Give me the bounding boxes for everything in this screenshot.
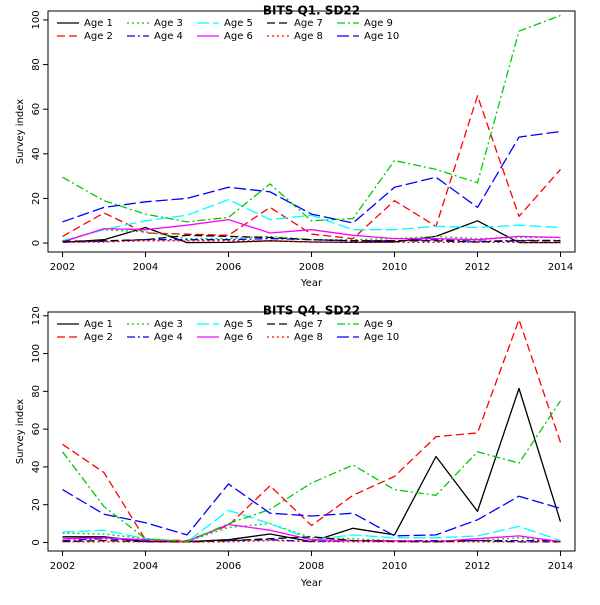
- x-tick-label: 2008: [299, 262, 324, 273]
- legend-label-age-8: Age 8: [294, 31, 323, 42]
- legend-label-age-7: Age 7: [294, 319, 323, 330]
- x-tick-label: 2012: [465, 561, 490, 572]
- series-line-age-6: [62, 218, 561, 243]
- legend-label-age-4: Age 4: [154, 332, 183, 343]
- y-axis-label: Survey index: [15, 99, 26, 164]
- legend-label-age-2: Age 2: [84, 31, 113, 42]
- series-line-age-2: [62, 318, 562, 542]
- series-line-age-10: [62, 483, 561, 537]
- series-line-age-2: [62, 95, 561, 240]
- legend-label-age-6: Age 6: [224, 31, 253, 42]
- legend-label-age-9: Age 9: [364, 18, 393, 29]
- series-line-age-8: [62, 539, 561, 543]
- legend-label-age-8: Age 8: [294, 332, 323, 343]
- x-tick-label: 2014: [548, 262, 573, 273]
- y-tick-label: 0: [31, 539, 42, 545]
- series-line-age-9: [62, 14, 561, 223]
- legend-label-age-6: Age 6: [224, 332, 253, 343]
- x-axis-label: Year: [300, 278, 323, 289]
- plot-frame: [47, 311, 576, 552]
- legend-label-age-2: Age 2: [84, 332, 113, 343]
- y-tick-label: 40: [31, 147, 42, 160]
- series-line-age-7: [62, 536, 561, 543]
- y-tick-label: 20: [31, 498, 42, 511]
- y-axis-label: Survey index: [15, 399, 26, 464]
- x-tick-label: 2014: [548, 561, 573, 572]
- legend-label-age-10: Age 10: [364, 31, 399, 42]
- y-tick-label: 60: [31, 423, 42, 436]
- y-tick-label: 100: [31, 344, 42, 363]
- series-line-age-4: [62, 538, 561, 543]
- x-tick-label: 2004: [133, 262, 158, 273]
- y-tick-label: 80: [31, 58, 42, 71]
- legend-label-age-1: Age 1: [84, 319, 113, 330]
- series-line-age-10: [62, 130, 561, 224]
- x-tick-label: 2010: [382, 262, 407, 273]
- y-tick-label: 120: [31, 306, 42, 325]
- legend: Age 1 Age 2 Age 3 Age 4 Age 5 Age 6 Age 7 Age 8…: [57, 18, 399, 42]
- y-tick-label: 60: [31, 103, 42, 116]
- series-line-age-9: [61, 400, 562, 543]
- y-tick-label: 100: [31, 10, 42, 29]
- legend-label-age-1: Age 1: [84, 18, 113, 29]
- y-tick-label: 80: [31, 385, 42, 398]
- y-tick-label: 20: [31, 192, 42, 205]
- legend-label-age-3: Age 3: [154, 18, 183, 29]
- series-line-age-8: [62, 240, 561, 244]
- x-tick-label: 2010: [382, 561, 407, 572]
- series-line-age-4: [62, 237, 561, 243]
- x-tick-label: 2008: [299, 561, 324, 572]
- y-tick-label: 0: [31, 240, 42, 246]
- series-line-age-1: [62, 387, 562, 543]
- legend-label-age-5: Age 5: [224, 18, 253, 29]
- x-tick-label: 2002: [50, 262, 75, 273]
- y-tick-label: 40: [31, 461, 42, 474]
- legend-label-age-9: Age 9: [364, 319, 393, 330]
- series-line-age-6: [62, 523, 561, 543]
- legend: Age 1 Age 2 Age 3 Age 4 Age 5 Age 6 Age 7 Age 8…: [57, 319, 399, 343]
- series-line-age-3: [62, 229, 561, 242]
- chart-title: BITS Q4. SD22: [263, 304, 360, 318]
- chart-title: BITS Q1. SD22: [263, 4, 360, 18]
- legend-label-age-3: Age 3: [154, 319, 183, 330]
- legend-label-age-10: Age 10: [364, 332, 399, 343]
- legend-label-age-5: Age 5: [224, 319, 253, 330]
- x-tick-label: 2006: [216, 561, 241, 572]
- x-tick-label: 2002: [50, 561, 75, 572]
- series-line-age-1: [62, 220, 561, 244]
- legend-label-age-7: Age 7: [294, 18, 323, 29]
- x-axis-label: Year: [300, 578, 323, 589]
- x-tick-label: 2004: [133, 561, 158, 572]
- x-tick-label: 2012: [465, 262, 490, 273]
- series-line-age-5: [62, 198, 561, 242]
- x-tick-label: 2006: [216, 262, 241, 273]
- legend-label-age-4: Age 4: [154, 31, 183, 42]
